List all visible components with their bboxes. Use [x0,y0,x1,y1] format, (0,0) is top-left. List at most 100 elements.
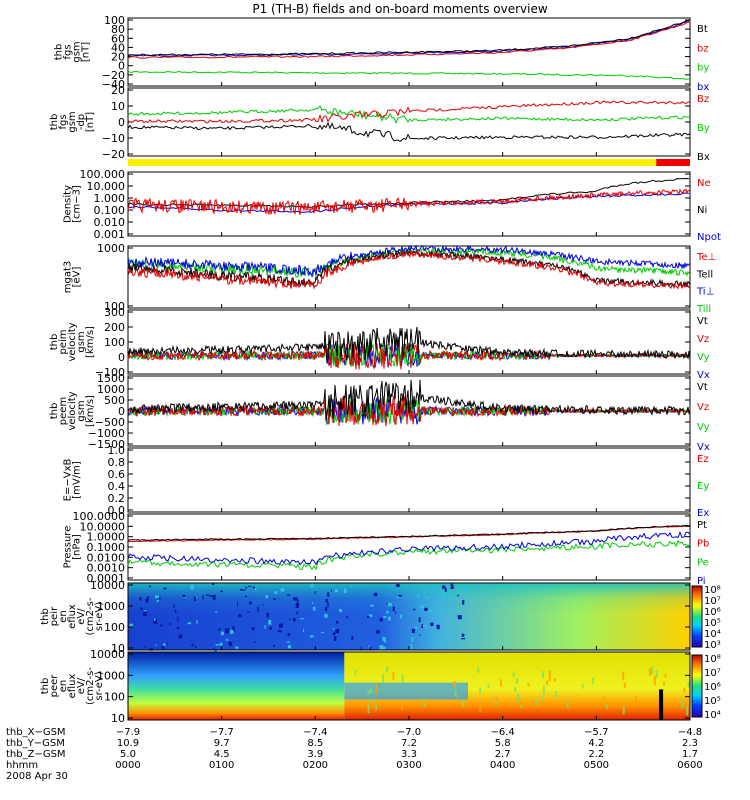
electron-spectrogram-pixel [494,697,497,706]
ion-spectrogram-pixel [333,636,337,641]
electron-spectrogram-pixel [655,670,658,678]
ion-spectrogram-pixel [225,639,229,641]
y-tick-label: −20 [102,148,125,161]
y-axis-label-line: [cm−3] [72,185,83,223]
trace-Vt [127,326,691,363]
ion-spectrogram-pixel [140,607,143,611]
ion-spectrogram-pixel [225,628,230,634]
ion-spectrogram-pixel [143,646,147,648]
y-axis-label-line: [mV/m] [72,461,83,499]
ion-spectrogram-pixel [255,586,257,591]
ion-spectrogram-pixel [311,602,314,604]
ion-spectrogram-pixel [220,590,223,593]
ion-spectrogram-pixel [441,607,445,612]
ion-spectrogram-pixel [379,618,383,622]
legend-entry: Bt [697,24,708,35]
colorbar-label: 10⁸ [704,654,721,665]
ion-spectrogram-pixel [156,600,159,602]
x-axis-value: −6.4 [491,727,515,738]
x-axis-row-label: thb_X−GSM [6,727,66,738]
ion-spectrogram-pixel [154,618,156,621]
y-axis-label: mgat3[eV] [63,261,83,294]
ion-spectrogram-pixel [214,649,217,653]
y-axis-label-line: thb [49,403,60,420]
electron-spectrogram-pixel [423,703,426,707]
ion-spectrogram-pixel [435,640,437,642]
y-tick-label: 10.0000 [80,520,126,533]
trace-Pi [127,531,691,566]
ion-spectrogram-pixel [278,623,283,628]
y-axis-label-line: peir [49,606,60,626]
x-axis-value: −5.7 [584,727,608,738]
electron-spectrogram-pixel [369,700,372,704]
ion-spectrogram-pixel [300,618,304,620]
y-tick-label: 10 [111,642,125,655]
electron-spectrogram-pixel [664,673,667,678]
ion-spectrogram-pixel [444,588,447,592]
panel-temperature: 1000 100 mgat3[eV] Te⊥ Tell Ti⊥ Till [63,242,717,315]
legend-entry: Ey [697,481,709,492]
ion-spectrogram-pixel [182,597,187,599]
ion-spectrogram-pixel [421,624,423,629]
x-axis-row-label: hhmm [6,760,38,771]
ion-spectrogram-pixel [264,625,266,629]
y-tick-label: 0.4 [108,480,126,493]
legend-entry: bz [697,43,709,54]
y-axis-label-line: peer [49,674,60,698]
y-axis-label-line: (cm2-s- [85,597,96,635]
electron-spectrogram-pre [128,652,345,720]
ion-spectrogram-pixel [205,594,210,596]
ion-spectrogram-highband [128,583,690,614]
ion-spectrogram-pixel [382,636,386,641]
trace-Pt [127,524,691,541]
ion-spectrogram-pixel [289,618,291,620]
electron-spectrogram-pixel [605,704,608,709]
ion-spectrogram-pixel [238,614,242,618]
ion-spectrogram-pixel [424,591,426,594]
legend-entry: Ez [697,454,709,465]
plot-title: P1 (TH-B) fields and on-board moments ov… [252,2,548,16]
y-axis-label-line: [km/s] [85,326,96,358]
legend-entry: Vy [697,422,710,433]
y-tick-label: 100.0000 [73,510,126,523]
panel-frame [127,447,691,513]
ion-spectrogram-pixel [457,615,462,620]
y-tick-label: 1000 [97,600,125,613]
electron-spectrogram-pixel [622,671,625,681]
ion-spectrogram-pixel [303,628,304,633]
y-axis-label-line: en [58,680,69,693]
colorbar [691,585,703,648]
colorbar-label: 10³ [704,640,721,651]
ion-spectrogram-pixel [235,646,239,649]
y-axis-label-line: gsm [76,400,87,421]
electron-spectrogram-pixel [367,690,370,694]
electron-spectrogram-pixel [592,677,595,685]
y-axis-label-line: [nT] [81,42,92,62]
ion-spectrogram-pixel [310,583,314,588]
electron-spectrogram-pixel [516,693,519,702]
ion-spectrogram-pixel [338,608,343,613]
legend-entry: Ne [697,178,711,189]
ion-spectrogram-pixel [293,597,298,601]
y-tick-label: 0.100 [94,204,126,217]
electron-spectrogram-pixel [622,706,625,715]
y-tick-label: −40 [102,78,125,91]
ion-spectrogram-pixel [212,594,216,600]
colorbar-label: 10⁴ [704,710,721,721]
electron-spectrogram-gap [659,689,664,720]
colorbar-label: 10⁵ [704,618,721,629]
electron-spectrogram-pixel [681,699,684,709]
x-axis-value: 7.2 [401,738,417,749]
y-axis-label-line: velocity [67,391,78,430]
ion-spectrogram-pixel [462,620,467,622]
ion-spectrogram-pixel [439,646,442,648]
y-axis-label-line: thb [54,44,65,61]
ion-spectrogram-pixel [159,624,163,627]
trace-Te⊥ [127,250,691,290]
x-axis-value: 10.9 [117,738,139,749]
y-axis-label-line: sr-eV) [94,602,105,631]
x-axis-value: 0300 [396,760,421,771]
